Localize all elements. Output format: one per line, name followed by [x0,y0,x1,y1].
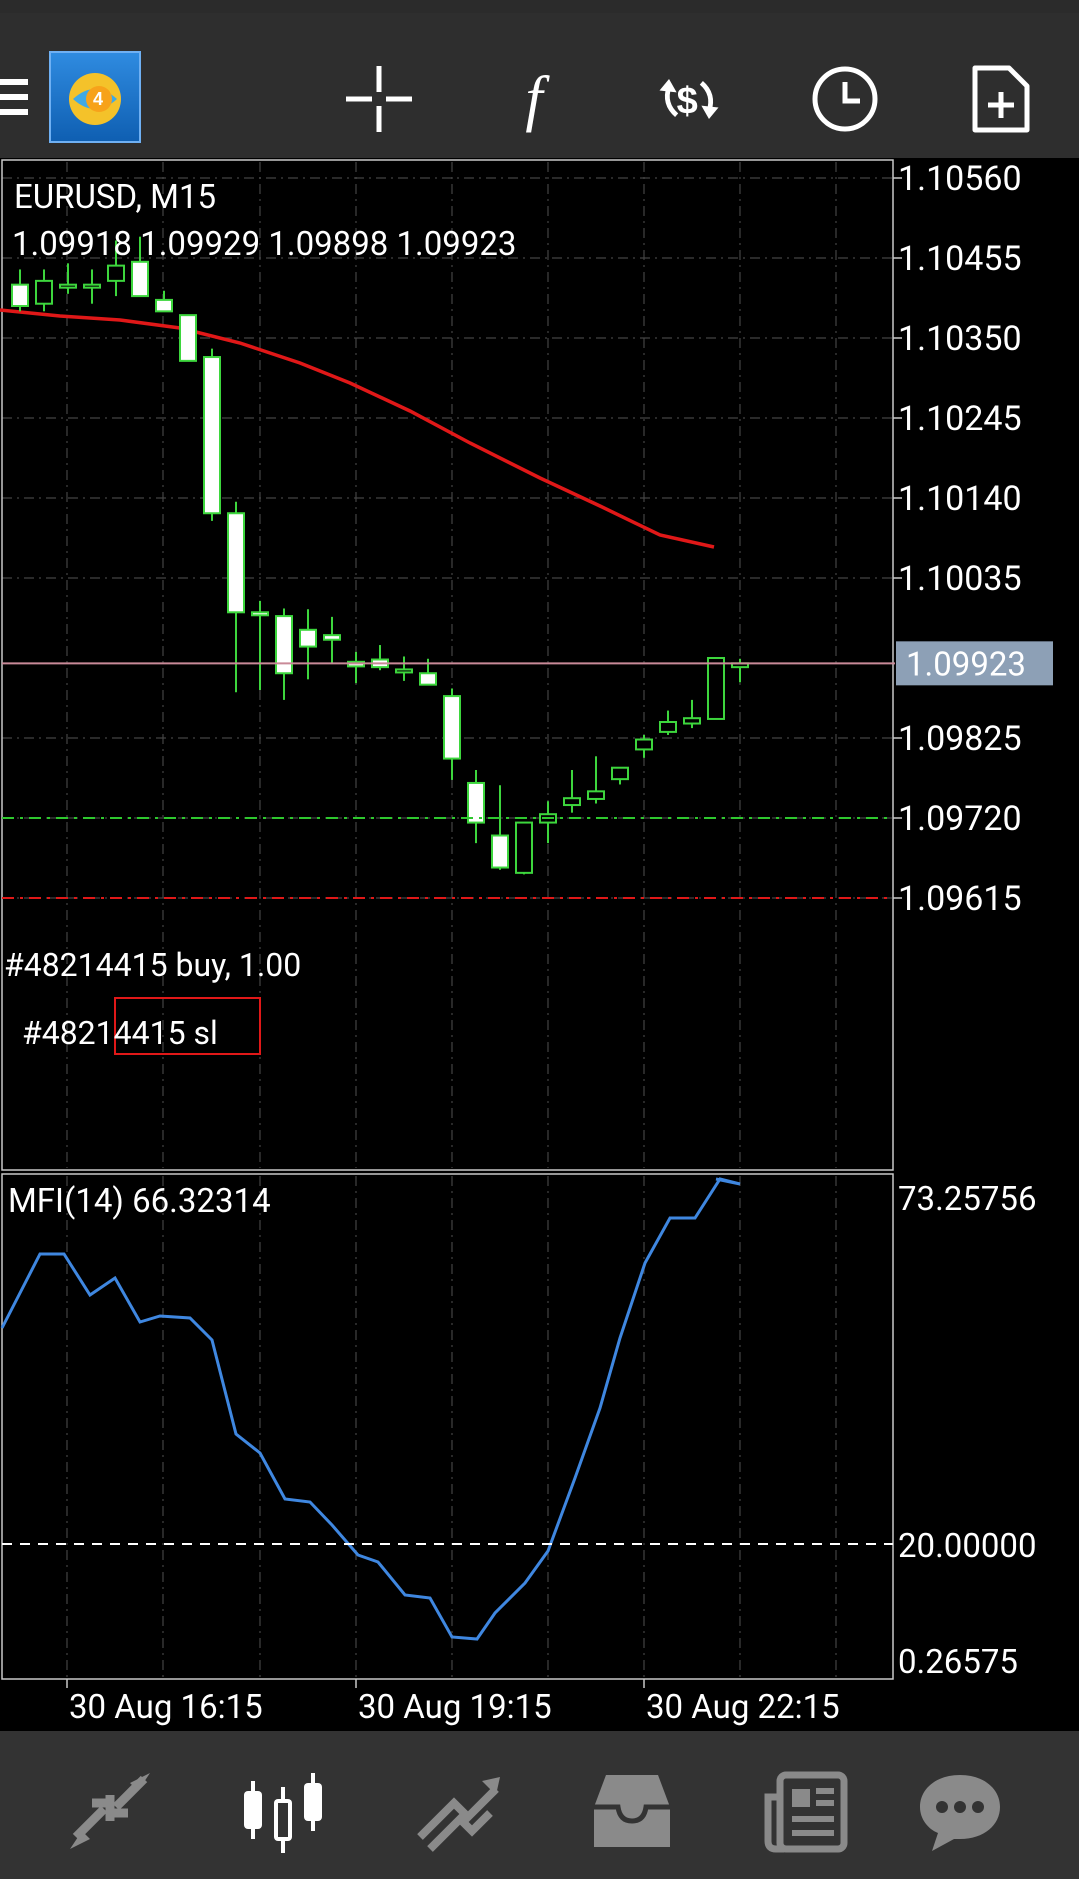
candle [11,269,29,312]
top-toolbar: 4 f $ [0,13,1079,158]
price-tick-label: 1.09615 [898,879,1022,919]
price-tick-label: 1.10035 [898,559,1022,599]
price-tick-label: 1.10245 [898,399,1022,439]
candle [683,699,701,729]
candle [35,269,53,312]
main-pane-border [1,159,894,1171]
indicator-pane-border [1,1173,894,1680]
candles-group [11,236,749,875]
sl-highlight-box [114,997,261,1055]
candle [395,656,413,681]
svg-text:4: 4 [93,89,103,109]
symbol-label: EURUSD, M15 [14,178,216,217]
mfi-line [0,1177,741,1641]
price-tick-label: 1.10560 [898,159,1022,199]
candle [443,688,461,780]
price-tick-label: 1.10140 [898,479,1022,519]
candle [611,766,629,785]
candle [275,608,293,700]
buy-order-label: #48214415 buy, 1.00 [4,946,301,984]
candle [707,657,725,720]
news-tab-icon[interactable] [758,1767,854,1857]
bid-price-label: 1.09923 [906,645,1026,684]
indicator-tick-label: 20.00000 [898,1527,1037,1566]
candle [227,501,245,693]
bottom-navigation [0,1731,1079,1879]
app-logo[interactable]: 4 [49,51,141,143]
bid-price-box [896,641,1053,686]
trade-tab-icon[interactable] [410,1767,506,1857]
candle [587,756,605,804]
candle [131,236,149,298]
trade-icon[interactable]: $ [650,51,728,147]
chart-area[interactable]: 1.09923 #48214415 buy, 1.00 #48214415 sl… [0,158,1079,1731]
mfi-label: MFI(14) 66.32314 [8,1182,271,1221]
candle [203,348,221,521]
candle [107,240,125,297]
indicator-tick-label: 0.26575 [898,1643,1018,1682]
messages-tab-icon[interactable] [912,1767,1008,1857]
candle [419,658,437,686]
timeframe-clock-icon[interactable] [806,51,884,147]
time-tick-label: 30 Aug 22:15 [646,1688,840,1727]
time-tick-label: 30 Aug 16:15 [69,1688,263,1727]
candle [251,600,269,690]
price-tick-label: 1.10350 [898,319,1022,359]
candle [59,263,77,294]
sl-label: #48214415 sl [22,1014,218,1052]
new-order-icon[interactable] [962,51,1040,147]
candle [659,710,677,735]
price-tick-label: 1.10455 [898,239,1022,279]
chart-grid [2,162,893,1678]
price-tick-label: 1.09720 [898,799,1022,839]
ohlc-label: 1.09918 1.09929 1.09898 1.09923 [12,225,516,264]
candle [563,770,581,813]
candle [83,269,101,304]
history-tab-icon[interactable] [584,1767,680,1857]
price-axis: 1.10560 1.10455 1.10350 1.10245 1.10140 1.100… [893,159,1022,919]
quotes-tab-icon[interactable] [62,1767,158,1857]
indicator-axis: 73.25756 20.00000 0.26575 [898,1180,1037,1682]
indicator-tick-label: 73.25756 [898,1180,1037,1219]
moving-average-line [0,308,715,549]
menu-icon[interactable] [0,67,34,127]
candle [515,821,533,875]
status-bar [0,0,1079,13]
indicators-icon[interactable]: f [525,65,543,133]
candle [323,616,341,665]
price-tick-label: 1.09825 [898,719,1022,759]
candle [635,734,653,758]
candle [467,770,485,844]
chart-tab-icon[interactable] [236,1767,332,1857]
candle [179,314,197,362]
candle [299,609,317,680]
crosshair-icon[interactable] [340,51,418,147]
candle [155,290,173,313]
time-axis: 30 Aug 16:15 30 Aug 19:15 30 Aug 22:15 [66,1679,840,1727]
time-tick-label: 30 Aug 19:15 [358,1688,552,1727]
svg-text:$: $ [677,80,698,122]
candle [491,785,509,870]
